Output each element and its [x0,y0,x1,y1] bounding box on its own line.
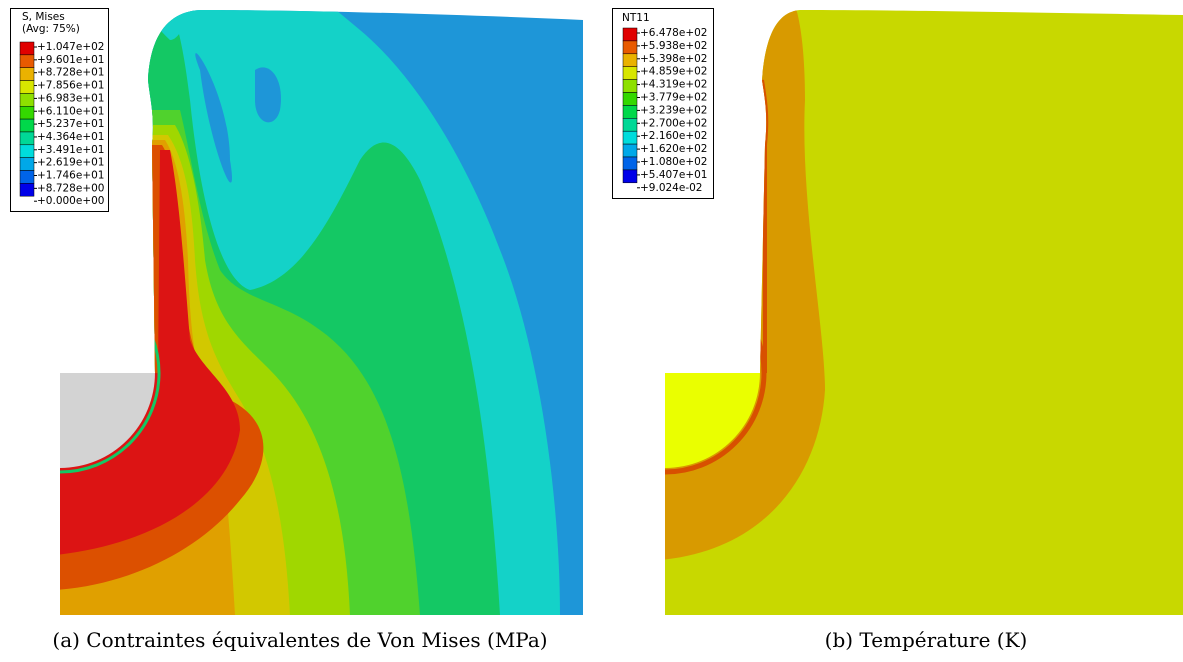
color-swatch [622,53,638,67]
color-swatch [622,118,638,132]
color-swatch [19,106,35,120]
caption: (a) Contraintes équivalentes de Von Mise… [52,628,547,652]
color-swatch [19,41,35,56]
legend-title: S, Mises [22,11,65,23]
color-swatch [622,66,638,80]
legend-label: +2.619e+01 [37,157,104,169]
legend-label: +6.110e+01 [37,105,104,117]
legend-title: NT11 [622,12,650,24]
color-swatch [19,170,35,184]
caption: (b) Température (K) [825,628,1028,652]
color-swatch [622,27,638,42]
legend-label: +3.779e+02 [640,92,707,104]
color-swatch [622,105,638,119]
legend-label: +3.491e+01 [37,144,104,156]
legend-label: +8.728e+01 [37,67,104,79]
color-swatch [19,118,35,133]
legend-label: +6.478e+02 [640,27,707,39]
legend-label: +8.728e+00 [37,182,104,194]
legend-label: +1.746e+01 [37,170,104,182]
color-swatch [622,143,638,158]
legend-label: +4.364e+01 [37,131,104,143]
legend-label: +0.000e+00 [37,195,104,207]
legend-label: +6.983e+01 [37,92,104,104]
color-swatch [19,157,35,171]
color-swatch [19,144,35,158]
legend-label: +3.239e+02 [640,104,707,116]
legend-label: +5.398e+02 [640,53,707,65]
legend-label: +5.407e+01 [640,169,707,181]
legend-label: +1.620e+02 [640,143,707,155]
legend-label: +7.856e+01 [37,80,104,92]
legend-label: +4.859e+02 [640,66,707,78]
legend-label: +5.237e+01 [37,118,104,130]
color-swatch [19,54,35,68]
color-swatch [622,79,638,93]
legend-label: +9.601e+01 [37,54,104,66]
color-swatch [19,93,35,107]
color-swatch [19,80,35,94]
color-swatch [622,130,638,145]
legend-label: +2.700e+02 [640,117,707,129]
color-swatch [19,131,35,146]
color-swatch [622,156,638,171]
color-swatch [622,40,638,55]
stress-contour [60,10,583,615]
color-swatch [622,92,638,106]
legend-label: +2.160e+02 [640,130,707,142]
color-swatch [19,67,35,81]
color-swatch [622,169,638,184]
legend-label: +1.080e+02 [640,156,707,168]
legend-label: +1.047e+02 [37,41,104,53]
legend-subtitle: (Avg: 75%) [22,23,80,35]
legend-label: +9.024e-02 [640,182,702,194]
legend-label: +4.319e+02 [640,79,707,91]
color-swatch [19,183,35,197]
legend-label: +5.938e+02 [640,40,707,52]
